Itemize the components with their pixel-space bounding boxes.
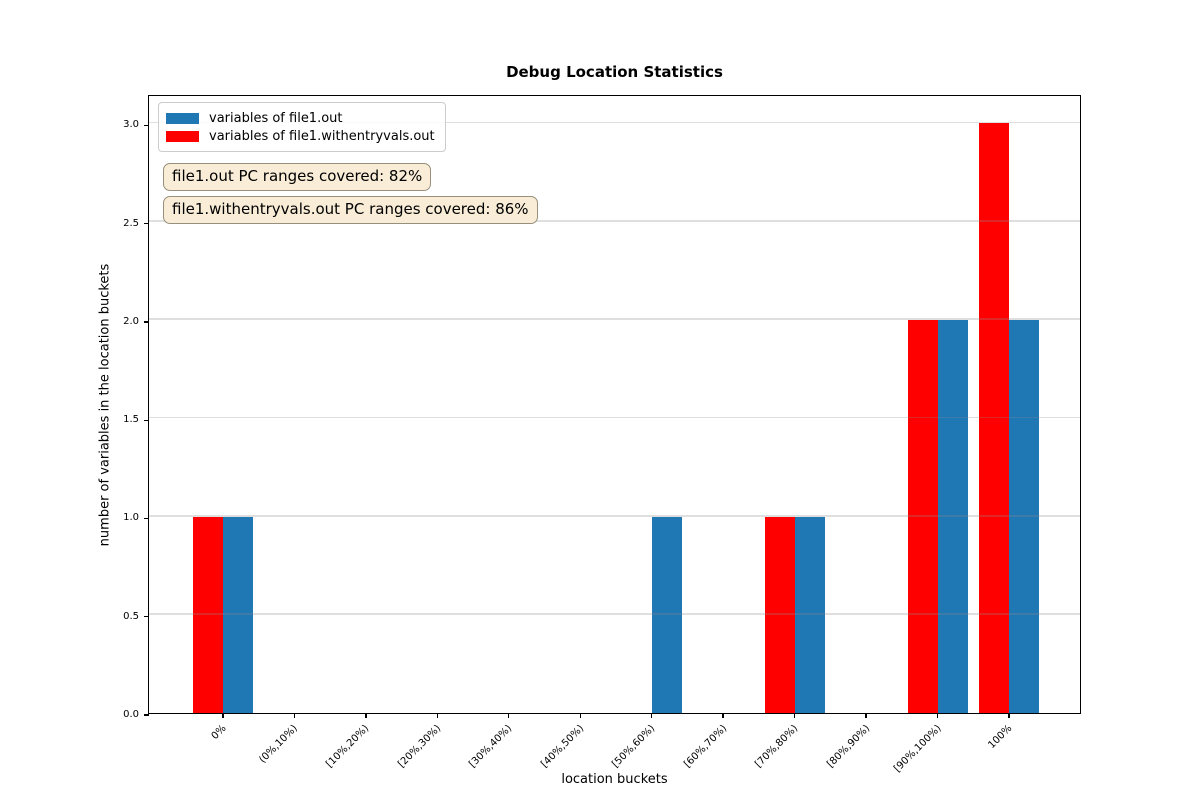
legend-item-label: variables of file1.out — [209, 110, 343, 126]
gridline-y-1.5 — [149, 416, 1080, 419]
y-tick-mark — [144, 616, 149, 618]
x-tick-mark — [293, 713, 296, 718]
legend: variables of file1.out variables of file1… — [158, 102, 446, 152]
plot-area: Debug Location Statistics 0.0 0.5 1.0 1.5 2.… — [98, 63, 1081, 787]
x-axis-label: location buckets — [561, 772, 668, 787]
x-tick-label: [30%,40%) — [467, 723, 515, 770]
gridline-y-1 — [149, 515, 1080, 517]
x-tick-mark — [793, 713, 796, 718]
x-tick-mark — [722, 713, 724, 718]
x-tick-label: [10%,20%) — [324, 723, 372, 770]
y-tick-mark — [144, 124, 149, 127]
gridline-y-2 — [149, 318, 1080, 320]
y-tick-mark — [144, 714, 149, 716]
y-tick-mark — [144, 223, 149, 225]
chart-title: Debug Location Statistics — [506, 63, 723, 81]
y-tick-label: 0.5 — [123, 610, 139, 622]
bar-blue-bucket-6 — [651, 516, 682, 713]
x-tick-mark — [365, 713, 367, 718]
y-tick-label: 1.0 — [123, 512, 139, 524]
x-tick-mark — [508, 713, 510, 718]
x-tick-label: [90%,100%) — [891, 723, 944, 775]
legend-swatch-icon — [166, 130, 199, 142]
y-tick-label: 0.0 — [123, 709, 139, 720]
y-tick-mark — [144, 419, 149, 421]
gridline-y-2.5 — [149, 220, 1080, 222]
x-tick-label: (0%,10%) — [257, 723, 301, 766]
gridline-y-3 — [149, 121, 1080, 124]
bar-blue-bucket-0 — [223, 516, 253, 713]
y-tick-label: 2.0 — [123, 315, 139, 327]
y-tick-label: 1.5 — [123, 414, 139, 426]
x-tick-mark — [222, 713, 224, 718]
x-tick-label: [60%,70%) — [681, 723, 729, 770]
bar-red-bucket-8 — [764, 516, 795, 713]
x-tick-label: 100% — [986, 723, 1015, 751]
x-tick-mark — [579, 713, 581, 718]
x-tick-label: [50%,60%) — [610, 723, 658, 770]
x-tick-mark — [865, 713, 867, 718]
gridline-y-0.5 — [149, 613, 1080, 615]
bar-red-bucket-11 — [978, 123, 1009, 713]
x-tick-mark — [436, 713, 439, 718]
legend-item-blue: variables of file1.out — [166, 109, 435, 127]
y-axis-label: number of variables in the location buck… — [97, 263, 113, 547]
annotation-box-0: file1.out PC ranges covered: 82% — [163, 163, 432, 191]
y-tick-mark — [144, 321, 149, 323]
annotation-box-1: file1.withentryvals.out PC ranges covere… — [163, 196, 538, 224]
x-tick-mark — [651, 713, 653, 718]
x-tick-mark — [1008, 713, 1010, 718]
x-tick-label: [70%,80%) — [753, 723, 801, 770]
x-tick-label: [20%,30%) — [396, 723, 444, 770]
legend-item-red: variables of file1.withentryvals.out — [166, 127, 435, 145]
bar-red-bucket-10 — [907, 319, 938, 713]
bar-blue-bucket-11 — [1008, 319, 1039, 713]
x-tick-label: [40%,50%) — [539, 723, 587, 770]
bar-blue-bucket-10 — [937, 319, 968, 713]
x-tick-mark — [936, 713, 939, 718]
x-tick-label: [80%,90%) — [824, 723, 872, 770]
y-tick-mark — [144, 517, 149, 520]
x-tick-label: 0% — [209, 723, 229, 743]
bar-red-bucket-0 — [193, 516, 223, 713]
legend-swatch-icon — [166, 112, 199, 124]
legend-item-label: variables of file1.withentryvals.out — [209, 128, 435, 144]
bar-blue-bucket-8 — [794, 516, 825, 713]
y-tick-label: 2.5 — [123, 217, 139, 229]
y-tick-label: 3.0 — [123, 119, 139, 131]
